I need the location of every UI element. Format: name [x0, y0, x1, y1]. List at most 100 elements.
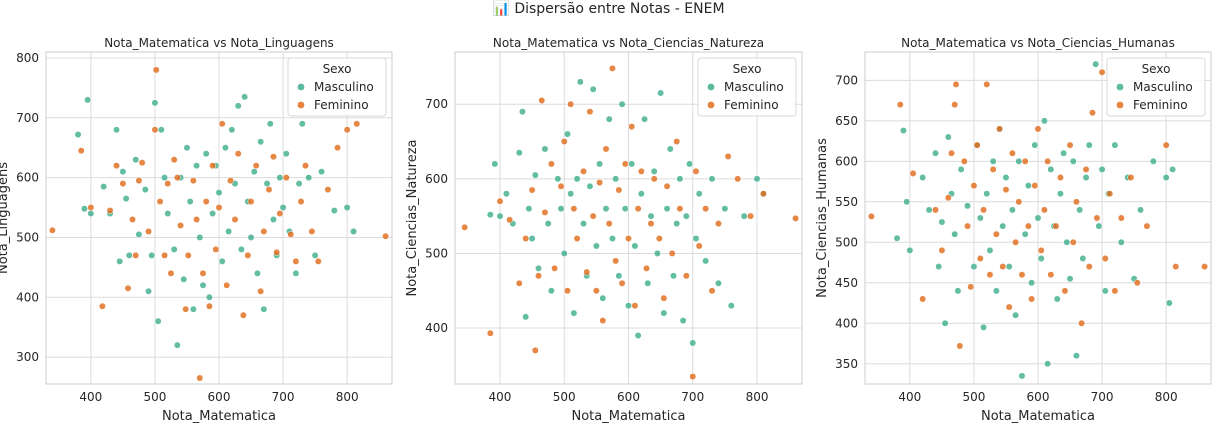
data-point-feminino [557, 182, 565, 190]
data-point-feminino [541, 208, 549, 216]
x-tick-label: 600 [208, 390, 231, 404]
data-point-masculino [621, 205, 629, 213]
data-point-masculino [1169, 165, 1177, 173]
data-point-masculino [1069, 157, 1077, 165]
x-tick-label: 400 [898, 390, 921, 404]
data-point-feminino [156, 198, 164, 205]
data-point-masculino [753, 175, 761, 183]
data-point-feminino [297, 198, 305, 205]
data-point-feminino [170, 156, 178, 164]
data-point-masculino [528, 235, 536, 242]
data-point-feminino [209, 162, 217, 170]
data-point-masculino [330, 207, 338, 214]
x-tick-label: 500 [553, 390, 576, 404]
data-point-feminino [538, 97, 546, 104]
figure-title: 📊 Dispersão entre Notas - ENEM [492, 1, 725, 17]
legend-marker-feminino [297, 101, 305, 109]
data-point-feminino [599, 317, 607, 325]
data-point-feminino [668, 249, 676, 257]
data-point-feminino [605, 220, 613, 228]
data-point-feminino [1044, 157, 1052, 165]
data-point-feminino [1024, 222, 1032, 230]
data-point-masculino [541, 145, 549, 153]
data-point-feminino [1015, 198, 1023, 206]
data-point-masculino [193, 162, 201, 170]
data-point-masculino [689, 339, 697, 347]
data-point-masculino [1012, 311, 1020, 319]
data-point-masculino [180, 275, 188, 283]
data-point-feminino [135, 177, 143, 185]
data-point-feminino [1078, 319, 1086, 327]
data-point-feminino [1072, 198, 1080, 206]
data-point-feminino [1021, 157, 1029, 165]
subplot-title: Nota_Matematica vs Nota_Linguagens [104, 36, 334, 50]
data-point-feminino [239, 311, 247, 319]
data-point-masculino [157, 126, 165, 134]
data-point-masculino [679, 317, 687, 325]
y-tick-label: 500 [425, 246, 448, 260]
data-point-feminino [655, 235, 663, 242]
y-tick-label: 500 [16, 230, 39, 244]
data-point-feminino [964, 222, 971, 230]
x-tick-label: 800 [1155, 390, 1178, 404]
y-tick-label: 800 [16, 51, 39, 65]
data-point-feminino [124, 284, 132, 292]
data-point-feminino [689, 373, 697, 380]
data-point-masculino [634, 332, 642, 339]
data-point-feminino [647, 220, 655, 228]
data-point-masculino [951, 230, 959, 238]
data-point-feminino [631, 302, 639, 310]
data-point-feminino [202, 198, 210, 205]
data-point-masculino [215, 189, 223, 197]
data-point-feminino [1031, 182, 1039, 190]
data-point-feminino [382, 232, 390, 240]
data-point-masculino [650, 167, 658, 175]
data-point-masculino [1040, 117, 1048, 125]
legend-marker-masculino [707, 83, 715, 91]
data-point-masculino [247, 233, 255, 241]
data-point-masculino [1101, 287, 1109, 295]
data-point-feminino [486, 329, 494, 337]
data-point-feminino [1002, 186, 1010, 194]
data-point-feminino [282, 174, 290, 182]
subplot-title: Nota_Matematica vs Nota_Ciencias_Humanas [901, 36, 1175, 50]
data-point-feminino [986, 271, 994, 279]
data-point-feminino [1012, 238, 1020, 246]
data-point-feminino [1008, 149, 1016, 157]
data-point-feminino [1117, 214, 1125, 222]
data-point-feminino [1037, 246, 1045, 254]
data-point-feminino [531, 346, 539, 354]
data-point-masculino [74, 131, 82, 139]
data-point-feminino [528, 186, 536, 194]
data-point-masculino [557, 205, 565, 213]
data-point-feminino [247, 198, 255, 205]
data-point-masculino [954, 287, 962, 295]
subplot-2: 400 500 600 700 800 400 500 600 700 Nota_Matemati… [405, 36, 803, 424]
data-point-masculino [647, 212, 655, 220]
data-point-feminino [734, 175, 742, 183]
x-tick-label: 500 [962, 390, 985, 404]
data-point-masculino [295, 180, 303, 188]
data-point-masculino [100, 183, 108, 191]
data-point-feminino [515, 279, 523, 287]
data-point-masculino [189, 305, 197, 313]
data-point-masculino [122, 195, 130, 203]
data-point-masculino [1098, 165, 1106, 173]
data-point-masculino [125, 251, 133, 259]
data-point-masculino [570, 309, 578, 317]
data-point-feminino [151, 126, 159, 134]
data-point-masculino [260, 305, 268, 313]
data-point-masculino [1056, 190, 1064, 198]
x-axis-label: Nota_Matematica [162, 409, 276, 424]
data-point-feminino [129, 216, 136, 223]
data-point-masculino [676, 175, 684, 183]
data-point-feminino [867, 212, 875, 220]
data-point-masculino [148, 251, 156, 259]
y-tick-label: 350 [835, 357, 858, 371]
data-point-masculino [631, 242, 639, 250]
data-point-feminino [506, 216, 514, 224]
data-point-masculino [1002, 174, 1010, 181]
data-point-feminino [625, 235, 632, 242]
data-point-masculino [116, 257, 124, 265]
data-point-feminino [1162, 141, 1170, 149]
